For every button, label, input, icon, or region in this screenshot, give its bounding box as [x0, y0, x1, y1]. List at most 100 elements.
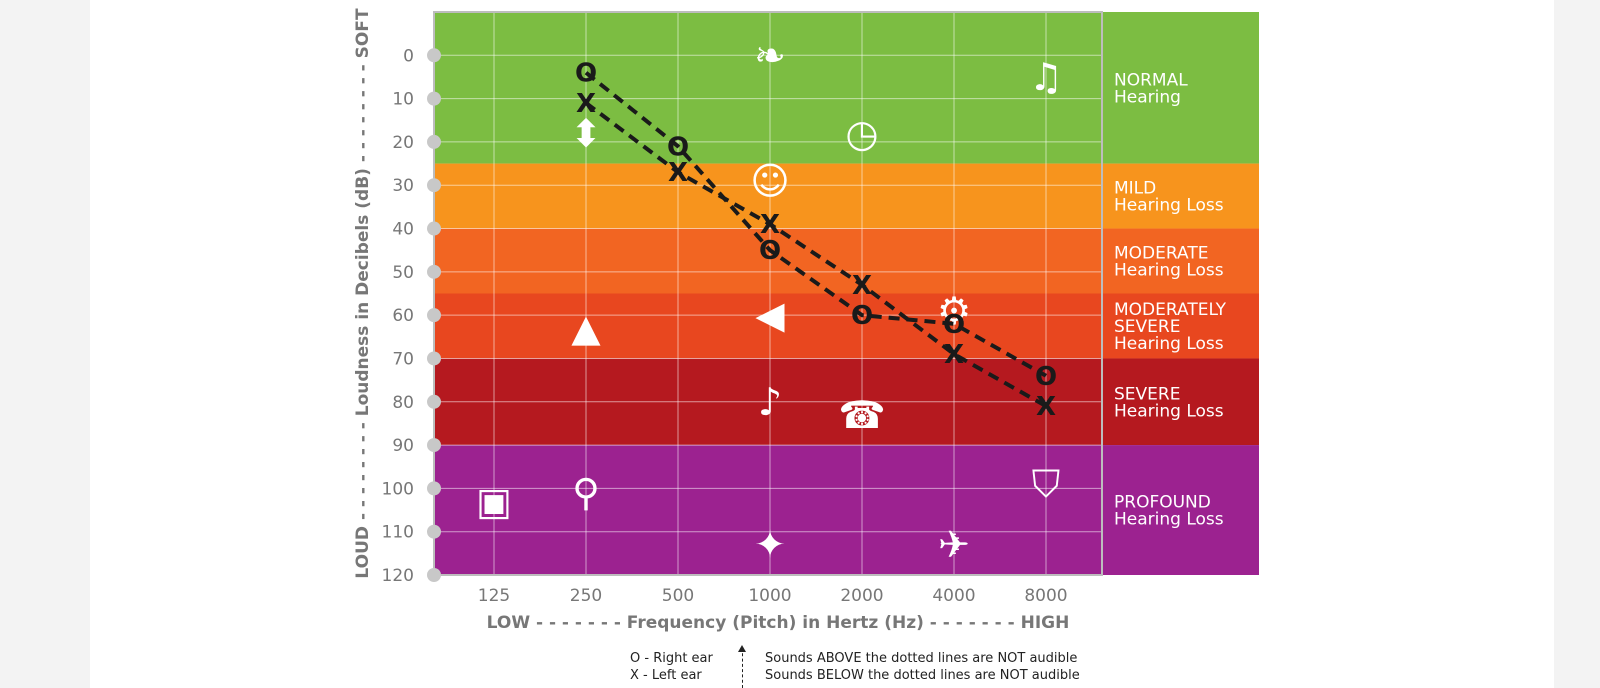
- y-tick-dot-12: [427, 568, 441, 582]
- hearing-band-1: [434, 163, 1259, 229]
- series-0-point-1: O: [667, 132, 689, 162]
- leaf-icon: ❧: [754, 33, 786, 77]
- legend-divider: [742, 648, 743, 688]
- svg-text:❧: ❧: [754, 33, 786, 77]
- y-tick-dot-2: [427, 134, 441, 149]
- x-tick-label-1: 250: [570, 586, 602, 606]
- x-tick-label-5: 4000: [932, 586, 975, 606]
- y-tick-label-11: 110: [382, 523, 414, 543]
- dog-icon: ▲: [571, 306, 601, 350]
- bus-icon: ▣: [476, 479, 512, 523]
- band-label-2-0: MODERATE: [1114, 244, 1208, 264]
- series-0-point-0: O: [575, 59, 597, 89]
- piano-icon: ♪: [758, 380, 782, 424]
- lawnmower-icon: ⚲: [572, 471, 600, 515]
- series-1-point-4: X: [944, 340, 964, 370]
- y-tick-label-7: 70: [392, 349, 414, 369]
- legend-ears: O - Right ear X - Left ear: [630, 650, 713, 684]
- svg-text:♪: ♪: [758, 380, 782, 424]
- y-tick-label-12: 120: [382, 566, 414, 586]
- series-1-point-5: X: [1036, 392, 1056, 422]
- band-label-4-1: Hearing Loss: [1114, 401, 1224, 421]
- svg-text:☺: ☺: [750, 159, 790, 203]
- y-tick-label-1: 10: [392, 90, 414, 110]
- plot-frame: [433, 11, 1103, 576]
- y-tick-dot-3: [427, 178, 441, 193]
- legend-above-note: Sounds ABOVE the dotted lines are NOT au…: [765, 651, 1078, 666]
- band-label-5-0: PROFOUND: [1114, 493, 1211, 513]
- series-1-point-3: X: [852, 271, 872, 301]
- y-tick-dot-6: [427, 308, 441, 323]
- band-label-1-0: MILD: [1114, 179, 1156, 199]
- svg-text:☎: ☎: [838, 393, 885, 437]
- band-label-0-0: NORMAL: [1114, 70, 1188, 90]
- series-0-point-3: O: [851, 301, 873, 331]
- series-line-0: [584, 71, 1047, 378]
- y-tick-label-0: 0: [403, 46, 414, 66]
- band-label-2-1: Hearing Loss: [1114, 261, 1224, 281]
- svg-text:✈: ✈: [938, 523, 970, 567]
- svg-text:⚙: ⚙: [937, 289, 971, 333]
- telephone-icon: ☎: [838, 393, 885, 437]
- svg-text:⛉: ⛉: [1032, 462, 1061, 506]
- y-tick-label-10: 100: [382, 479, 414, 499]
- y-tick-dot-10: [427, 481, 441, 496]
- airplane-icon: ✈: [938, 523, 970, 567]
- hearing-band-5: [434, 445, 1259, 575]
- megaphone-icon: ◀: [755, 293, 785, 337]
- y-tick-label-5: 50: [392, 263, 414, 283]
- y-tick-dot-5: [427, 264, 441, 279]
- series-1-point-2: X: [760, 210, 780, 240]
- band-label-0-1: Hearing: [1114, 87, 1181, 107]
- svg-text:⚲: ⚲: [572, 471, 600, 515]
- series-1-point-1: X: [668, 158, 688, 188]
- y-tick-label-8: 80: [392, 393, 414, 413]
- y-tick-dot-8: [427, 394, 441, 409]
- series-1-point-0: X: [576, 89, 596, 119]
- y-tick-label-6: 60: [392, 306, 414, 326]
- faucet-icon: ⬍: [570, 111, 602, 155]
- y-tick-dot-9: [427, 438, 441, 453]
- svg-text:✦: ✦: [754, 523, 786, 567]
- y-tick-label-2: 20: [392, 133, 414, 153]
- legend-left-ear: X - Left ear: [630, 668, 702, 683]
- x-tick-label-6: 8000: [1024, 586, 1067, 606]
- series-0-point-4: O: [943, 310, 965, 340]
- legend-right-ear: O - Right ear: [630, 651, 713, 666]
- series-line-1: [584, 101, 1047, 408]
- series-0-point-2: O: [759, 236, 781, 266]
- y-tick-dot-7: [427, 351, 441, 366]
- legend-below-note: Sounds BELOW the dotted lines are NOT au…: [765, 668, 1080, 683]
- hearing-band-2: [434, 228, 1259, 294]
- x-tick-label-3: 1000: [748, 586, 791, 606]
- x-tick-label-4: 2000: [840, 586, 883, 606]
- y-tick-dot-4: [427, 221, 441, 236]
- y-tick-label-4: 40: [392, 220, 414, 240]
- vacuum-icon: ⚙: [937, 289, 971, 333]
- y-tick-label-9: 90: [392, 436, 414, 456]
- gun-icon: ✦: [754, 523, 786, 567]
- legend-notes: Sounds ABOVE the dotted lines are NOT au…: [765, 650, 1080, 684]
- svg-text:▲: ▲: [571, 306, 601, 350]
- y-tick-label-3: 30: [392, 176, 414, 196]
- bird-icon: ♫: [1029, 55, 1063, 99]
- svg-text:◀: ◀: [755, 293, 785, 337]
- y-tick-dot-1: [427, 91, 441, 106]
- speaking-person-icon: ☺: [750, 159, 790, 203]
- band-label-3-1: SEVERE: [1114, 317, 1180, 337]
- band-label-3-2: Hearing Loss: [1114, 334, 1224, 354]
- band-label-3-0: MODERATELY: [1114, 300, 1227, 320]
- clock-icon: ◷: [845, 111, 878, 155]
- x-tick-label-2: 500: [662, 586, 694, 606]
- series-0-point-5: O: [1035, 362, 1057, 392]
- band-label-4-0: SEVERE: [1114, 384, 1180, 404]
- x-axis-title: LOW - - - - - - - Frequency (Pitch) in H…: [487, 613, 1070, 633]
- y-tick-dot-11: [427, 524, 441, 539]
- x-tick-label-0: 125: [478, 586, 510, 606]
- svg-text:◷: ◷: [845, 111, 878, 155]
- svg-text:♫: ♫: [1029, 55, 1063, 99]
- audiogram-canvas: NORMAL Hearing MILD Hearing Loss MODERATE Hea…: [90, 0, 1554, 688]
- y-tick-dot-0: [427, 48, 441, 63]
- y-axis-title: LOUD - - - - - - - - Loudness in Decibel…: [353, 8, 373, 579]
